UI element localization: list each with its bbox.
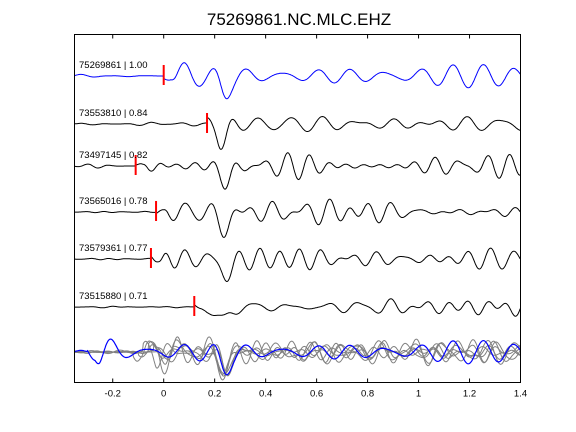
trace-label: 73565016 | 0.78 (79, 196, 148, 207)
x-tick-label: 0.2 (208, 389, 221, 400)
x-tick-label: 1.4 (514, 389, 527, 400)
x-tick-label: -0.2 (105, 389, 121, 400)
trace-line (74, 62, 521, 100)
x-tick-label: 0.4 (259, 389, 272, 400)
trace-label: 75269861 | 1.00 (79, 60, 148, 71)
trace-line (74, 298, 521, 317)
trace-1: 75269861 | 1.00 (74, 60, 521, 100)
stacked-reference-trace (74, 338, 521, 376)
stacked-trace (74, 336, 521, 375)
x-tick-label: 0 (161, 389, 166, 400)
chart-title: 75269861.NC.MLC.EHZ (207, 10, 391, 29)
trace-6: 73515880 | 0.71 (74, 291, 521, 317)
trace-line (74, 115, 521, 150)
x-tick-label: 1 (416, 389, 421, 400)
axes-frame (74, 34, 521, 383)
trace-2: 73553810 | 0.84 (74, 108, 521, 150)
trace-label: 73553810 | 0.84 (79, 108, 148, 119)
x-tick-label: 1.2 (463, 389, 476, 400)
trace-4: 73565016 | 0.78 (74, 196, 521, 238)
trace-line (74, 198, 521, 238)
x-axis: -0.2 0 0.2 0.4 0.6 0.8 1 1.2 1.4 (105, 34, 527, 400)
trace-3: 73497145 | 0.82 (74, 150, 521, 190)
trace-label: 73497145 | 0.82 (79, 150, 148, 161)
x-tick-label: 0.8 (361, 389, 374, 400)
trace-line (74, 152, 521, 190)
trace-label: 73579361 | 0.77 (79, 243, 148, 254)
stacked-traces (74, 336, 521, 381)
stacked-trace (74, 336, 521, 377)
trace-label: 73515880 | 0.71 (79, 291, 148, 302)
trace-5: 73579361 | 0.77 (74, 243, 521, 283)
trace-line (74, 247, 521, 283)
plot-area: 75269861 | 1.00 73553810 | 0.84 73497145 |… (74, 60, 521, 381)
x-tick-label: 0.6 (310, 389, 323, 400)
